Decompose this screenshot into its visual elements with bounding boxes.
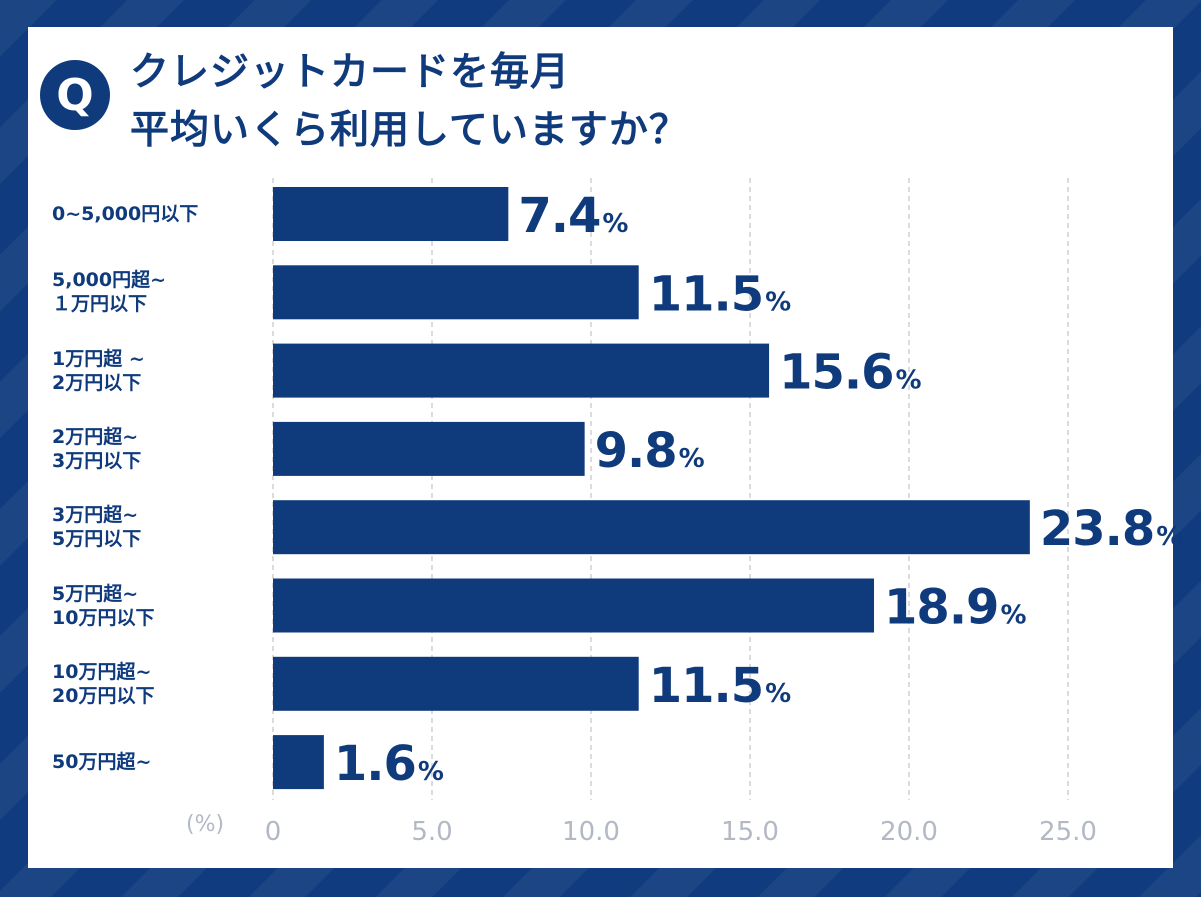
- bar: [273, 265, 639, 320]
- category-label: 0~5,000円以下: [52, 202, 262, 226]
- x-tick-label: 0: [265, 817, 282, 847]
- bar: [273, 500, 1030, 555]
- category-label-line: 5,000円超~: [52, 269, 167, 292]
- chart-panel: [28, 27, 1173, 868]
- category-label-line: 20万円以下: [52, 684, 155, 707]
- x-tick-label: 20.0: [880, 817, 938, 847]
- category-label-line: 10万円超~: [52, 660, 152, 683]
- x-tick-label: 5.0: [411, 817, 452, 847]
- bar-value-label: 11.5%: [649, 658, 792, 714]
- bar-value-label: 7.4%: [518, 188, 628, 244]
- category-label-line: 2万円超~: [52, 425, 139, 448]
- category-label: 3万円超~ 5万円以下: [52, 503, 262, 551]
- category-label-line: 3万円以下: [52, 449, 142, 472]
- category-label-line: 5万円以下: [52, 528, 142, 551]
- category-label-line: 5万円超~: [52, 582, 139, 605]
- bar-value-label: 23.8%: [1040, 501, 1183, 557]
- category-label: 1万円超 ~2万円以下: [52, 347, 262, 395]
- category-label: 5万円超~ 10万円以下: [52, 582, 262, 630]
- category-label-line: １万円以下: [52, 293, 148, 316]
- bar: [273, 187, 509, 241]
- category-label-line: 50万円超~: [52, 751, 152, 774]
- bar-value-label: 11.5%: [649, 266, 792, 322]
- category-label: 10万円超~ 20万円以下: [52, 660, 262, 708]
- bar: [273, 656, 639, 711]
- bar: [273, 735, 324, 790]
- question-badge: Q: [40, 60, 110, 130]
- x-tick-label: 25.0: [1039, 817, 1097, 847]
- category-label: 50万円超~: [52, 750, 262, 774]
- x-tick-label: 10.0: [562, 817, 620, 847]
- x-axis-unit: (%): [186, 812, 225, 837]
- question-title: クレジットカードを毎月 平均いくら利用していますか？: [130, 44, 830, 160]
- category-label-line: 3万円超~: [52, 504, 139, 527]
- x-tick-label: 15.0: [721, 817, 779, 847]
- bar-value-label: 15.6%: [779, 345, 922, 401]
- category-label: 5,000円超~ １万円以下: [52, 268, 262, 316]
- category-label-line: 2万円以下: [52, 371, 142, 394]
- category-label-line: 0~5,000円以下: [52, 203, 199, 225]
- bar: [273, 421, 585, 476]
- bar-value-label: 9.8%: [595, 423, 705, 479]
- bar-value-label: 1.6%: [334, 736, 444, 792]
- category-label-line: 1万円超 ~: [52, 347, 145, 370]
- bar-value-label: 18.9%: [884, 580, 1027, 636]
- category-label-line: 10万円以下: [52, 606, 155, 629]
- question-title-line-1: クレジットカードを毎月: [130, 50, 571, 95]
- category-label: 2万円超~ 3万円以下: [52, 425, 262, 473]
- question-title-line-2: 平均いくら利用していますか？: [130, 108, 689, 153]
- bar: [273, 578, 875, 633]
- bar: [273, 343, 770, 398]
